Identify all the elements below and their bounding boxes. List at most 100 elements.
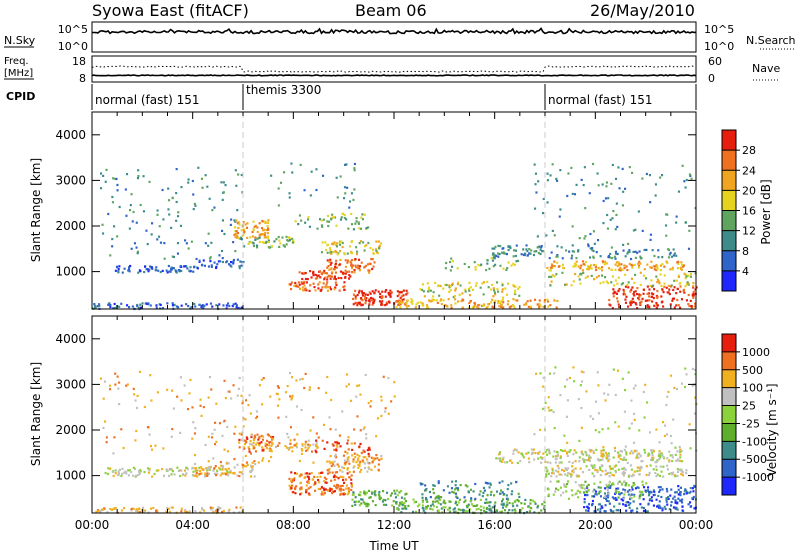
data-cell xyxy=(141,302,144,305)
data-cell xyxy=(134,467,137,470)
data-cell xyxy=(645,473,648,477)
data-cell xyxy=(312,416,315,419)
data-cell xyxy=(345,218,348,221)
data-cell xyxy=(674,475,677,478)
data-cell xyxy=(371,248,374,251)
data-cell xyxy=(677,190,680,193)
data-cell xyxy=(614,279,617,282)
data-cell xyxy=(507,484,510,487)
data-cell xyxy=(123,507,126,510)
data-cell xyxy=(681,501,684,504)
data-cell xyxy=(280,181,283,184)
data-cell xyxy=(257,461,260,464)
data-cell xyxy=(579,267,582,270)
data-cell xyxy=(190,240,193,243)
data-cell xyxy=(561,266,564,269)
data-cell xyxy=(317,479,320,482)
data-cell xyxy=(359,494,362,497)
data-cell xyxy=(497,302,500,305)
data-cell xyxy=(577,275,580,278)
data-cell xyxy=(634,273,637,276)
data-cell xyxy=(238,475,241,478)
data-cell xyxy=(105,436,108,439)
data-cell xyxy=(637,486,640,489)
data-cell xyxy=(148,467,151,471)
data-cell xyxy=(261,446,264,449)
data-cell xyxy=(515,244,518,247)
data-cell xyxy=(642,274,645,277)
data-cell xyxy=(469,294,472,297)
data-cell xyxy=(263,236,266,239)
data-cell xyxy=(327,274,330,277)
data-cell xyxy=(655,275,658,278)
data-cell xyxy=(630,475,633,478)
data-cell xyxy=(432,505,435,508)
data-cell xyxy=(594,429,597,432)
data-cell xyxy=(416,505,419,508)
data-cell xyxy=(540,509,543,512)
data-cell xyxy=(491,283,494,286)
data-cell xyxy=(622,499,625,502)
data-cell xyxy=(195,257,198,261)
data-cell xyxy=(454,480,457,483)
data-cell xyxy=(346,261,349,264)
data-cell xyxy=(566,399,569,402)
data-cell xyxy=(191,406,194,409)
data-cell xyxy=(455,487,458,490)
data-cell xyxy=(358,289,361,292)
data-cell xyxy=(364,302,367,305)
data-cell xyxy=(612,368,615,371)
data-cell xyxy=(336,442,339,445)
data-cell xyxy=(258,444,261,447)
data-cell xyxy=(221,229,224,232)
data-cell xyxy=(689,487,692,490)
data-cell xyxy=(309,486,312,489)
data-cell xyxy=(659,269,662,272)
data-cell xyxy=(137,306,140,309)
data-cell xyxy=(355,217,358,220)
data-cell xyxy=(587,265,590,268)
data-cell xyxy=(638,293,641,296)
data-cell xyxy=(610,281,613,284)
data-cell xyxy=(533,250,536,253)
data-cell xyxy=(520,452,523,455)
data-cell xyxy=(170,268,173,271)
data-cell xyxy=(342,466,345,470)
data-cell xyxy=(548,372,551,375)
data-cell xyxy=(109,467,112,470)
data-cell xyxy=(376,457,379,460)
data-cell xyxy=(245,441,248,444)
data-cell xyxy=(326,441,329,444)
data-cell xyxy=(687,503,690,506)
data-cell xyxy=(128,469,131,472)
data-cell xyxy=(546,461,549,464)
data-cell xyxy=(143,471,146,474)
data-cell xyxy=(604,197,607,200)
data-cell xyxy=(629,452,632,455)
data-cell xyxy=(320,486,323,489)
data-cell xyxy=(494,501,497,504)
data-cell xyxy=(585,454,588,457)
data-cell xyxy=(497,252,500,255)
data-cell xyxy=(611,307,614,310)
data-cell xyxy=(687,303,690,306)
data-cell xyxy=(661,454,664,457)
data-cell xyxy=(630,493,633,496)
data-cell xyxy=(575,183,578,186)
data-cell xyxy=(672,248,675,251)
data-cell xyxy=(685,469,688,472)
data-cell xyxy=(170,467,173,470)
data-cell xyxy=(401,301,404,304)
data-cell xyxy=(294,220,297,223)
data-cell xyxy=(403,507,406,510)
data-cell xyxy=(688,423,691,426)
data-cell xyxy=(138,511,141,514)
data-cell xyxy=(301,286,304,289)
data-cell xyxy=(431,503,434,506)
data-cell xyxy=(467,266,470,269)
data-cell xyxy=(378,300,381,303)
data-cell xyxy=(366,502,369,506)
data-cell xyxy=(495,254,498,258)
data-cell xyxy=(177,469,180,472)
